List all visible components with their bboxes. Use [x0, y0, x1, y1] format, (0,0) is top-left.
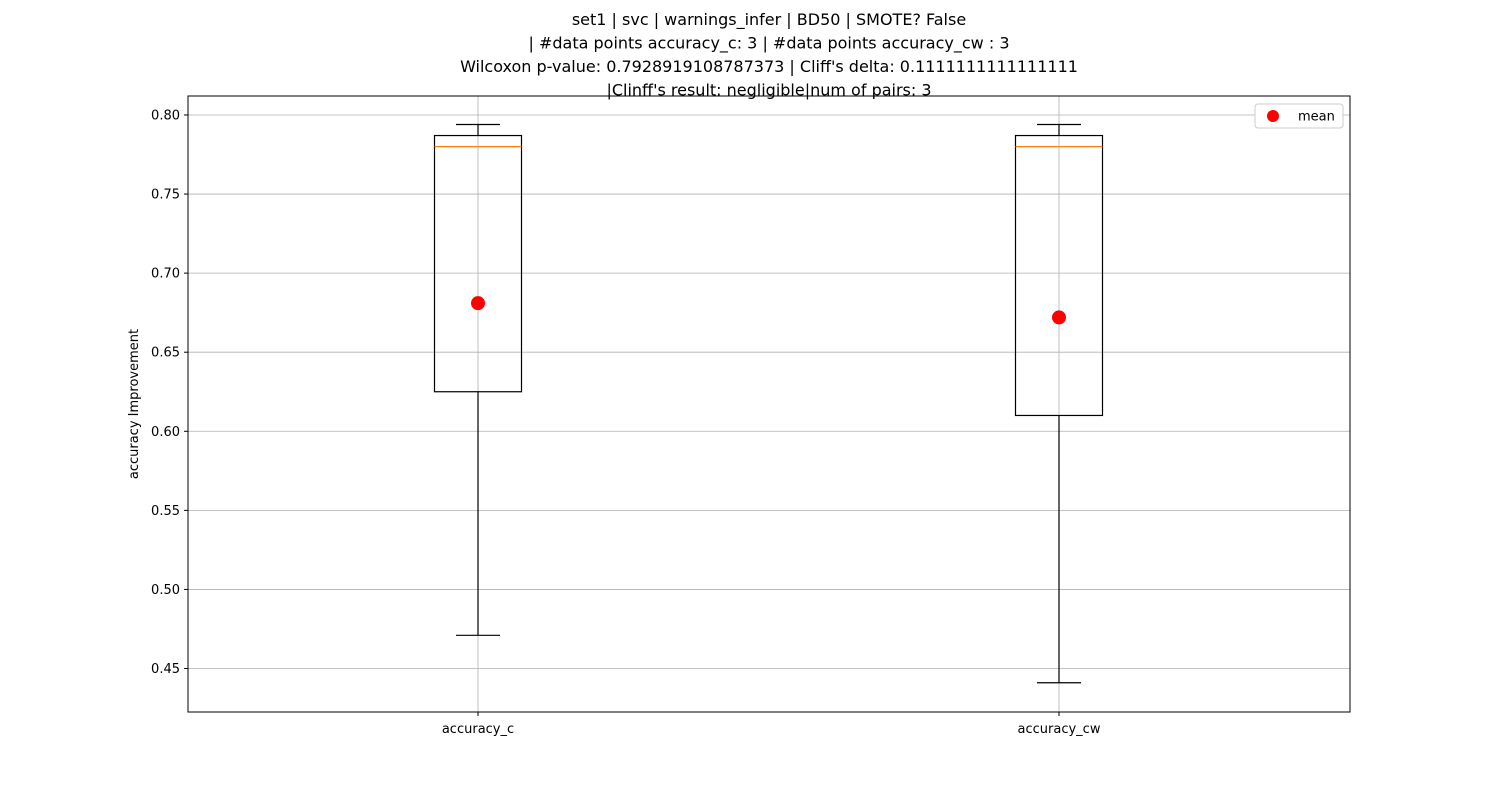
y-tick-label: 0.65	[151, 346, 180, 361]
iqr-box	[433, 134, 523, 393]
box-plots	[433, 123, 1104, 684]
title-line-4: |Clinff's result: negligible|num of pair…	[606, 81, 931, 100]
title-line-2: | #data points accuracy_c: 3 | #data poi…	[528, 34, 1009, 54]
y-axis-label: accuracy Improvement	[127, 329, 142, 479]
y-tick-label: 0.70	[151, 267, 180, 282]
legend-label-mean: mean	[1298, 110, 1335, 125]
legend-frame	[1254, 103, 1344, 129]
y-tick-label: 0.75	[151, 188, 180, 203]
y-tick-label: 0.45	[151, 662, 180, 677]
x-axis-ticks: accuracy_c accuracy_cw	[442, 712, 1101, 737]
y-tick-label: 0.60	[151, 425, 180, 440]
mean-marker	[471, 296, 485, 311]
x-tick-label: accuracy_c	[442, 722, 514, 737]
y-tick-label: 0.80	[151, 108, 180, 123]
iqr-box	[1014, 134, 1104, 417]
y-tick-label: 0.55	[151, 504, 180, 519]
plot-area-frame	[187, 95, 1351, 713]
box-accuracy_c	[433, 123, 523, 636]
grid-lines	[188, 96, 1350, 712]
y-axis-ticks: 0.45 0.50 0.55 0.60 0.65 0.70 0.75 0.80	[151, 108, 188, 677]
mean-marker	[1052, 310, 1066, 325]
y-tick-label: 0.50	[151, 583, 180, 598]
title-line-3: Wilcoxon p-value: 0.7928919108787373 | C…	[460, 57, 1078, 76]
chart-title: set1 | svc | warnings_infer | BD50 | SMO…	[460, 10, 1078, 100]
box-accuracy_cw	[1014, 123, 1104, 684]
legend: mean	[1254, 103, 1344, 129]
title-line-1: set1 | svc | warnings_infer | BD50 | SMO…	[572, 10, 966, 30]
legend-marker-mean	[1267, 110, 1279, 122]
x-tick-label: accuracy_cw	[1018, 722, 1101, 737]
